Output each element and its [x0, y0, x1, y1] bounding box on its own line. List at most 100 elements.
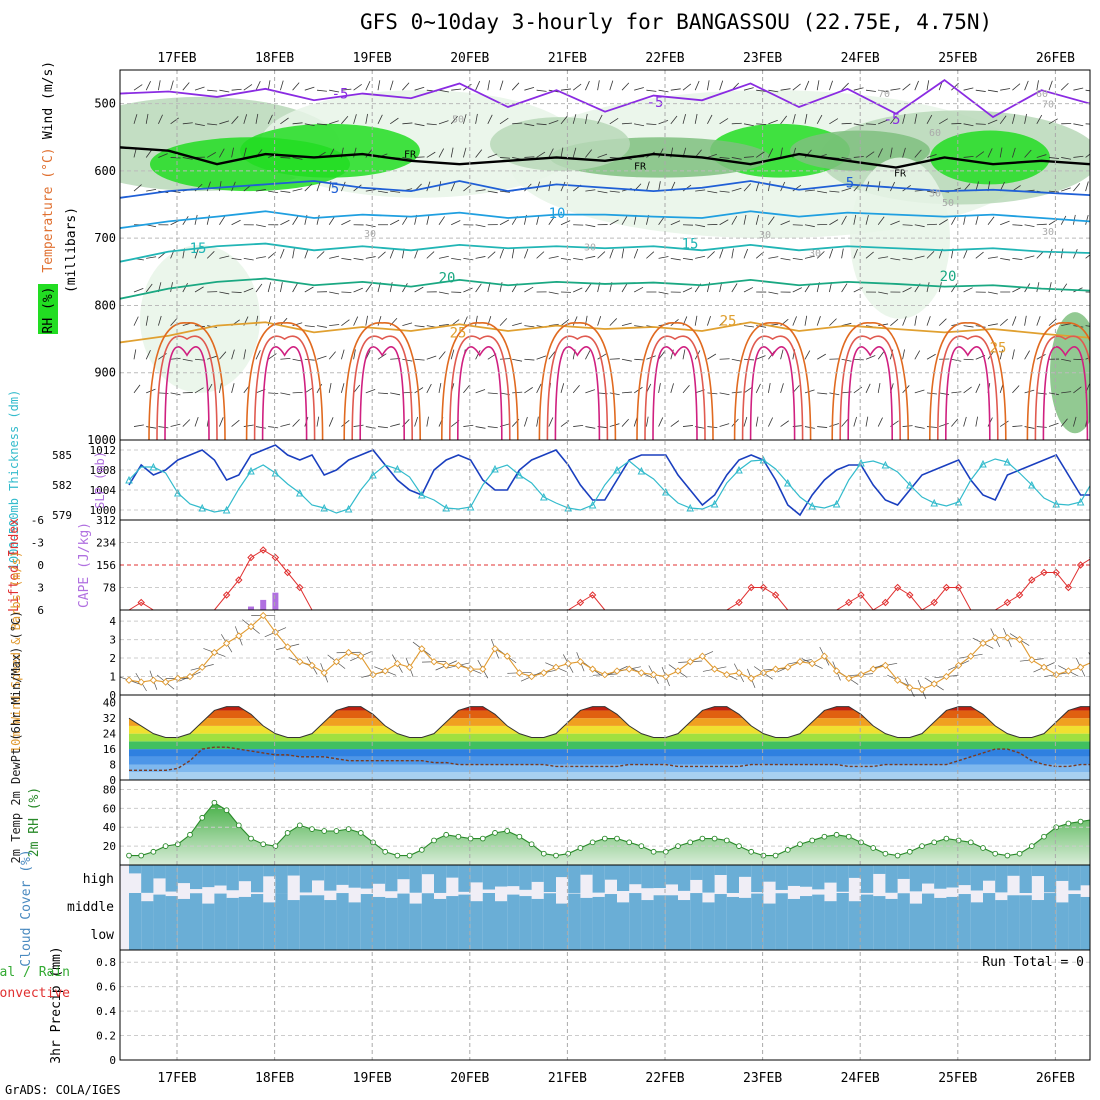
wind-barb	[219, 351, 227, 360]
wind-barb	[560, 383, 565, 394]
wind-barb	[926, 282, 930, 293]
wind-barb	[780, 115, 788, 125]
wind-barb	[914, 426, 925, 429]
wind-barb	[280, 357, 291, 360]
warm-isotherm-arch	[253, 335, 316, 441]
li-point	[930, 598, 938, 607]
isotherm-line	[120, 180, 1090, 199]
wind-barb	[487, 153, 498, 158]
wind-barb	[877, 382, 881, 393]
wind-barb	[768, 382, 771, 393]
wind-barb	[658, 351, 666, 360]
wind-barb	[914, 80, 919, 91]
thickness-point	[1076, 497, 1085, 506]
wind-barb	[487, 392, 498, 395]
wind-barb	[450, 147, 454, 158]
wind-barb	[841, 418, 849, 427]
wind-barb	[743, 325, 754, 328]
thickness-point	[613, 465, 621, 474]
wind-barb	[841, 283, 848, 293]
wind-barb	[1024, 80, 1029, 91]
li-point	[893, 583, 902, 592]
wind-barb	[292, 82, 300, 91]
cloud-middle-bar	[202, 903, 215, 921]
wind-barb	[145, 113, 149, 124]
cloud-middle-bar	[763, 903, 776, 921]
wind-barb	[438, 323, 449, 327]
cloud-middle-bar	[604, 894, 617, 921]
wind-barb	[280, 248, 285, 259]
wind-barb	[268, 190, 279, 194]
wind-barb	[804, 224, 815, 228]
cloud-middle-bar	[873, 896, 886, 921]
wind-barb	[585, 350, 591, 360]
wind-barb	[231, 147, 234, 158]
isotherm-line	[120, 277, 1090, 300]
wind-barb	[280, 317, 288, 326]
wind-barb	[573, 257, 584, 261]
cloud-high-bar	[690, 865, 703, 880]
wind-barb	[719, 318, 727, 326]
cape-tick-label: 156	[96, 559, 116, 572]
warm-isotherm-arch	[546, 335, 609, 441]
temp-bands-outer	[129, 706, 1090, 780]
wind-barb	[316, 383, 323, 394]
thickness-point	[637, 466, 646, 475]
rh-2m-point	[492, 830, 498, 836]
wind-barb	[1036, 114, 1043, 125]
wind-barb	[450, 181, 456, 192]
wind-barb	[938, 318, 947, 326]
wind-barb	[1036, 80, 1039, 91]
cloud-high-bar	[763, 865, 776, 882]
wind-barb	[792, 316, 797, 326]
wind-barb	[487, 114, 493, 124]
cloud-layer-label: high	[83, 872, 114, 887]
isotherm-label: 70	[1042, 100, 1054, 111]
wind-barb	[707, 190, 718, 194]
wind-speed-point	[137, 678, 145, 686]
wind-barb	[328, 351, 336, 360]
rh-shading-blob	[240, 123, 420, 178]
wind-barb	[194, 248, 199, 259]
wind-barb	[292, 358, 303, 362]
thickness-point	[759, 455, 768, 464]
rh-axis-label: RH (%)	[41, 287, 56, 334]
wind-speed-point	[723, 671, 731, 679]
date-label-top: 25FEB	[938, 51, 977, 66]
cloud-middle-bar	[702, 902, 715, 921]
cloud-high-bar	[409, 865, 422, 893]
wind-barb	[1060, 418, 1068, 427]
wind-barb	[792, 287, 802, 293]
cloud-low-bar	[775, 921, 788, 950]
cloud-high-bar	[214, 865, 227, 886]
rh-2m-point	[321, 828, 328, 834]
cloud-middle-bar	[226, 897, 239, 921]
wind-barb	[817, 426, 828, 428]
wind-barb	[145, 315, 149, 326]
date-label-bottom: 18FEB	[255, 1071, 294, 1086]
cloud-middle-bar	[263, 902, 276, 921]
cloud-low-bar	[690, 921, 703, 950]
rh-2m-point	[858, 839, 864, 846]
wind-barb	[853, 248, 858, 259]
wind-barb	[987, 256, 998, 259]
cloud-middle-bar	[1031, 900, 1044, 921]
wind-barb	[597, 153, 608, 158]
warm-isotherm-arch	[538, 322, 617, 441]
warm-isotherm-arch	[441, 322, 519, 441]
cloud-low-bar	[1031, 921, 1044, 950]
wind-barb	[963, 416, 967, 427]
rh-2m-point	[675, 843, 681, 849]
wind-barb	[682, 385, 690, 394]
wind-barb	[341, 88, 352, 91]
wind-barb	[719, 248, 724, 259]
isotherm-label: 30	[809, 248, 821, 259]
credit-text: GrADS: COLA/IGES	[5, 1083, 121, 1097]
li-point	[759, 583, 768, 592]
thickness-point	[588, 500, 597, 509]
wind-barb	[292, 322, 303, 327]
wind-barb	[914, 113, 918, 124]
rh-2m-point	[821, 833, 828, 840]
cloud-middle-bar	[836, 893, 849, 921]
wind-barb	[694, 80, 700, 91]
